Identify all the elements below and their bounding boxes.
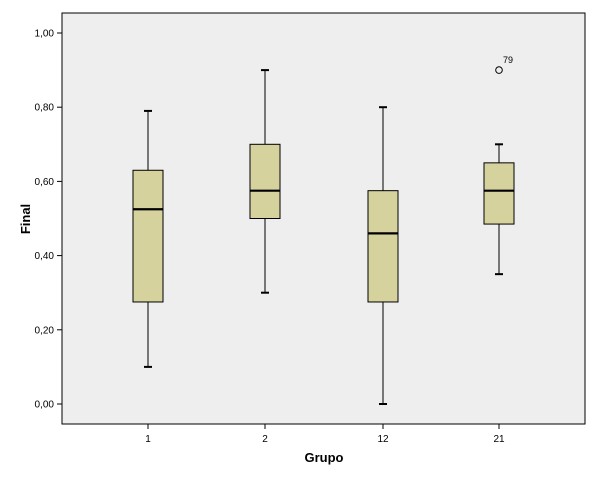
x-tick-label: 12	[377, 434, 389, 445]
x-tick-label: 21	[493, 434, 505, 445]
y-axis-title: Final	[18, 204, 33, 234]
box-group	[132, 109, 164, 368]
box	[249, 143, 281, 219]
y-axis: 0,00 0,20 0,40 0,60 0,80 1,00	[35, 29, 62, 411]
box	[367, 190, 399, 303]
outlier-point	[495, 66, 503, 74]
y-tick-label: 0,20	[35, 325, 55, 336]
x-axis: 1 2 12 21	[145, 424, 505, 445]
box-group	[367, 106, 399, 405]
y-tick-label: 1,00	[35, 29, 55, 40]
y-tick-label: 0,80	[35, 103, 55, 114]
box-group	[249, 69, 281, 294]
x-axis-title: Grupo	[305, 450, 344, 465]
boxes: 79	[132, 55, 515, 405]
box	[132, 169, 164, 303]
x-tick-label: 2	[262, 434, 268, 445]
x-tick-label: 1	[145, 434, 151, 445]
box	[483, 162, 515, 225]
y-tick-label: 0,00	[35, 400, 55, 411]
box-group: 79	[483, 55, 515, 276]
outlier-label: 79	[503, 55, 513, 65]
y-tick-label: 0,60	[35, 177, 55, 188]
y-tick-label: 0,40	[35, 251, 55, 262]
